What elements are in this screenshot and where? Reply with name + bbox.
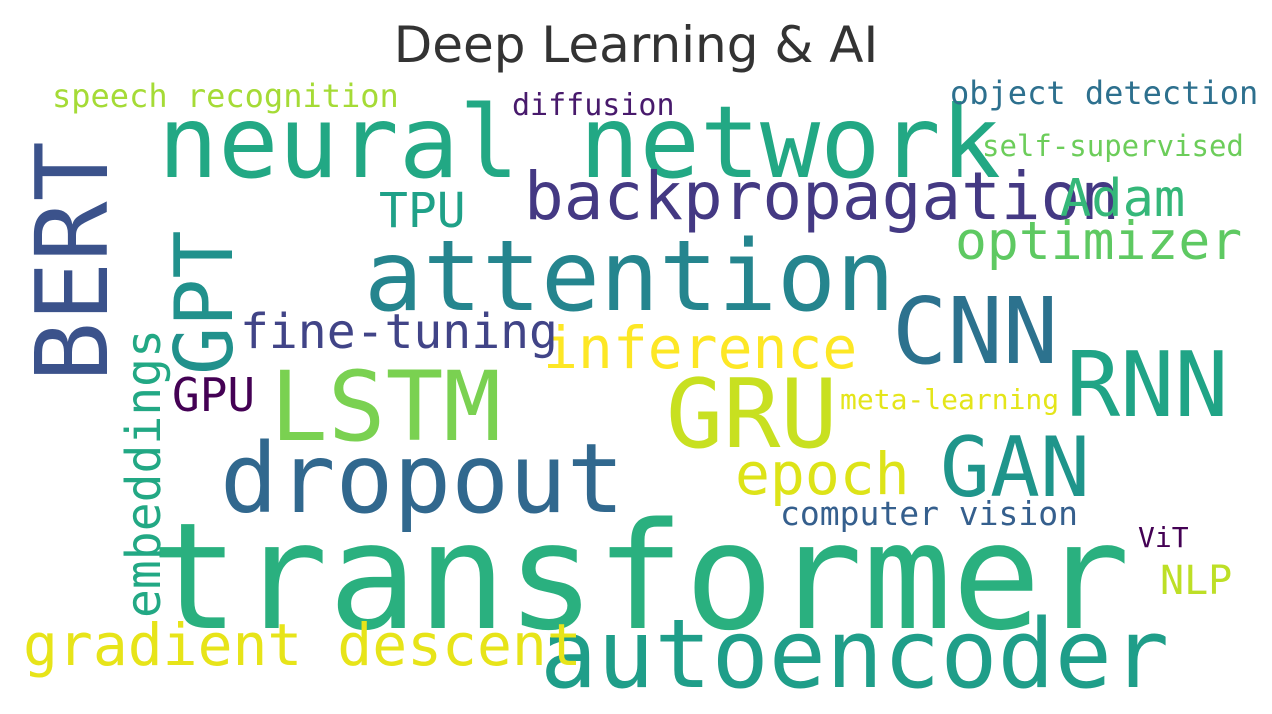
word-dropout: dropout [220, 423, 625, 535]
word-attention: attention [364, 220, 895, 334]
word-inference: inference [543, 314, 857, 382]
word-lstm: LSTM [270, 351, 501, 463]
word-gan: GAN [940, 419, 1090, 516]
word-autoencoder: autoencoder [540, 600, 1169, 710]
word-gpu: GPU [172, 368, 255, 422]
word-bert: BERT [14, 141, 131, 382]
word-tpu: TPU [379, 183, 466, 239]
word-gpt: GPT [158, 231, 251, 376]
word-backpropagation: backpropagation [524, 158, 1120, 235]
word-gradient-descent: gradient descent [23, 611, 582, 679]
word-gru: GRU [666, 360, 838, 470]
word-fine-tuning: fine-tuning [240, 304, 558, 360]
word-optimizer: optimizer [955, 211, 1242, 272]
word-object-detection: object detection [950, 74, 1258, 112]
word-epoch: epoch [735, 440, 910, 508]
word-embeddings: embeddings [116, 329, 172, 618]
word-speech-recognition: speech recognition [52, 77, 399, 115]
word-diffusion: diffusion [512, 88, 675, 123]
word-adam: Adam [1060, 169, 1185, 229]
word-vit: ViT [1138, 521, 1189, 554]
word-computer-vision: computer vision [780, 494, 1078, 533]
word-nlp: NLP [1160, 558, 1232, 604]
word-meta-learning: meta-learning [840, 383, 1059, 416]
word-neural-network: neural network [158, 84, 1001, 201]
word-cnn: CNN [892, 278, 1058, 385]
chart-title: Deep Learning & AI [394, 16, 878, 74]
word-rnn: RNN [1066, 333, 1229, 438]
word-transformer: transformer [150, 491, 1130, 663]
word-self-supervised: self-supervised [982, 129, 1244, 163]
